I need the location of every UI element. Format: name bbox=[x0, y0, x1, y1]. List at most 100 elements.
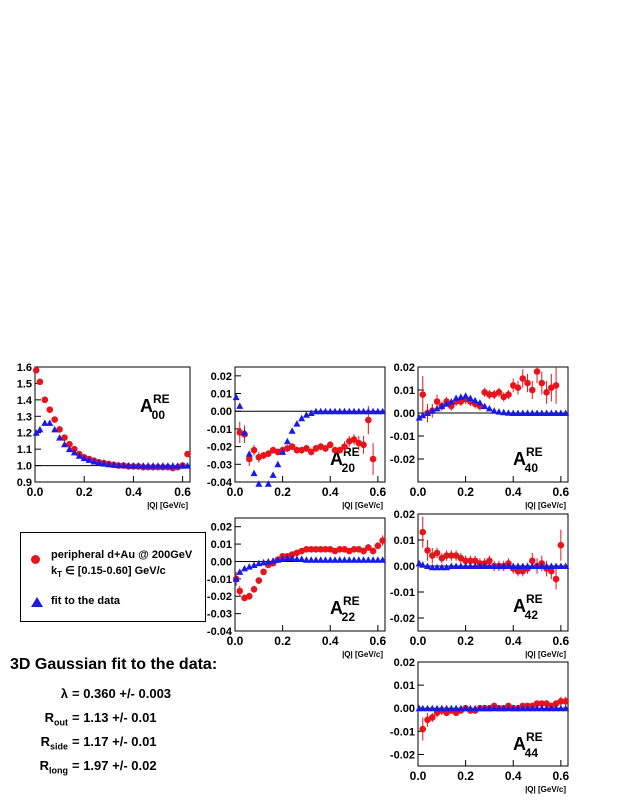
fit-point bbox=[543, 409, 551, 416]
data-point bbox=[533, 368, 541, 375]
y-tick-label: 0.02 bbox=[394, 509, 415, 521]
data-point bbox=[61, 434, 68, 441]
x-tick-label: 0.0 bbox=[27, 485, 44, 499]
fit-point bbox=[312, 556, 320, 563]
fit-point bbox=[481, 562, 489, 569]
data-point bbox=[250, 446, 258, 454]
fit-point bbox=[255, 480, 263, 487]
fit-point bbox=[379, 407, 387, 415]
data-point bbox=[528, 386, 536, 394]
fit-point bbox=[509, 409, 517, 416]
data-point bbox=[250, 585, 258, 593]
data-point bbox=[374, 542, 382, 550]
fit-point bbox=[75, 452, 83, 459]
data-point bbox=[519, 375, 527, 382]
legend-fit-marker bbox=[31, 597, 43, 607]
fit-point bbox=[504, 409, 512, 416]
fit-point bbox=[283, 437, 291, 445]
data-point bbox=[562, 697, 569, 705]
data-point bbox=[486, 391, 493, 398]
fit-point bbox=[95, 458, 103, 466]
data-point bbox=[467, 557, 474, 565]
fit-point bbox=[538, 562, 546, 569]
y-tick-label: 0.00 bbox=[394, 703, 415, 715]
fit-point bbox=[543, 562, 551, 569]
plot-frame-a40 bbox=[417, 366, 569, 483]
x-tick-label: 0.0 bbox=[410, 769, 427, 783]
data-point bbox=[336, 446, 344, 454]
x-tick-label: 0.6 bbox=[553, 634, 570, 648]
fit-point bbox=[293, 420, 301, 427]
y-tick-label: 0.02 bbox=[211, 522, 232, 534]
fit-point bbox=[495, 408, 503, 415]
fit-point bbox=[452, 562, 460, 569]
fit-point bbox=[481, 402, 489, 410]
fit-point bbox=[466, 562, 474, 569]
fit-point bbox=[355, 556, 363, 563]
panel-title-a22: ARE 22 bbox=[330, 594, 360, 624]
data-point bbox=[365, 544, 372, 551]
x-tick-label: 0.0 bbox=[410, 485, 427, 499]
data-point bbox=[307, 448, 315, 456]
y-tick-label: 1.6 bbox=[17, 362, 32, 374]
fit-param-row: Rside = 1.17 +/- 0.01 bbox=[0, 734, 200, 752]
x-tick-label: 0.4 bbox=[505, 634, 522, 648]
fit-point bbox=[481, 704, 489, 712]
fit-point bbox=[331, 556, 339, 563]
fit-point bbox=[428, 704, 436, 712]
legend-fit-label: fit to the data bbox=[51, 595, 121, 607]
fit-point bbox=[336, 556, 344, 563]
y-tick-label: 0.9 bbox=[17, 477, 32, 489]
data-point bbox=[303, 445, 310, 452]
data-point bbox=[245, 455, 253, 463]
y-tick-label: 0.02 bbox=[211, 371, 232, 383]
fit-point bbox=[288, 427, 296, 434]
fit-point bbox=[288, 554, 296, 561]
data-point bbox=[538, 700, 546, 707]
legend-data-label-1: peripheral d+Au @ 200GeV bbox=[51, 549, 193, 561]
x-tick-label: 0.4 bbox=[505, 485, 522, 499]
x-axis-label: |Q| [GeV/c] bbox=[147, 501, 188, 510]
fit-point bbox=[144, 462, 152, 469]
data-point bbox=[350, 545, 358, 553]
fit-point bbox=[61, 440, 69, 448]
fit-point bbox=[345, 556, 353, 563]
panel-title-a44: ARE 44 bbox=[513, 730, 543, 760]
data-point bbox=[495, 389, 503, 396]
y-tick-label: 0.02 bbox=[394, 362, 415, 374]
x-tick-label: 0.2 bbox=[76, 485, 93, 499]
x-tick-label: 0.2 bbox=[457, 485, 474, 499]
y-tick-label: 1.1 bbox=[17, 444, 32, 456]
y-tick-label: 0.01 bbox=[394, 385, 415, 397]
legend-data-label-2: kT ∈ [0.15-0.60] GeV/c bbox=[51, 564, 166, 579]
fit-point bbox=[124, 461, 132, 469]
fit-point bbox=[504, 704, 512, 712]
fit-point bbox=[424, 704, 432, 712]
data-point bbox=[303, 545, 310, 553]
data-point bbox=[51, 416, 58, 423]
fit-point bbox=[154, 462, 162, 469]
data-point bbox=[543, 389, 550, 396]
fit-point bbox=[557, 562, 565, 569]
fit-point bbox=[524, 409, 532, 416]
fit-point bbox=[326, 407, 334, 415]
fit-point bbox=[302, 556, 310, 563]
fit-point bbox=[236, 402, 244, 409]
x-axis-label: |Q| [GeV/c] bbox=[342, 650, 383, 659]
data-point bbox=[505, 391, 512, 398]
data-point bbox=[56, 426, 63, 433]
data-point bbox=[260, 568, 267, 576]
fit-point bbox=[369, 556, 377, 563]
fit-point bbox=[538, 704, 546, 712]
fit-point bbox=[350, 407, 358, 415]
fit-point bbox=[374, 407, 382, 415]
x-tick-label: 0.2 bbox=[457, 769, 474, 783]
fit-point bbox=[533, 562, 541, 569]
fit-point bbox=[110, 461, 118, 468]
fit-point bbox=[428, 407, 436, 414]
panel-title-a00: ARE 00 bbox=[140, 392, 170, 422]
fit-point bbox=[307, 409, 315, 416]
fit-point bbox=[514, 562, 522, 569]
panel-title-a40: ARE 40 bbox=[513, 445, 543, 475]
